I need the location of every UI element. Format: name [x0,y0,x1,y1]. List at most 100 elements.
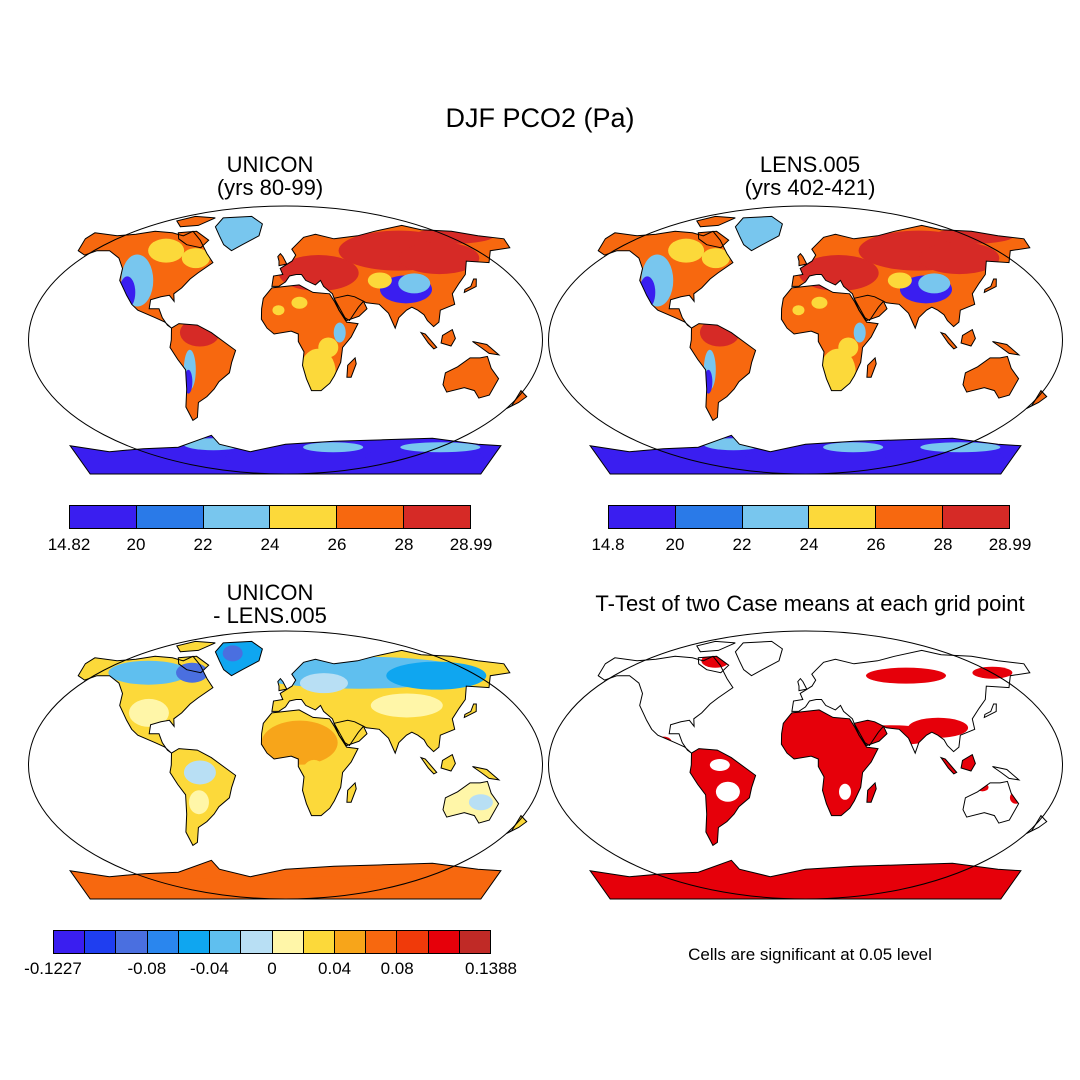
field-patch [291,296,308,309]
panel-title-lens: LENS.005 (yrs 402-421) [675,153,945,199]
colorbar-swatch [147,931,179,953]
colorbar-swatch [203,506,271,528]
coastline [696,640,736,653]
colorbar-tick-label: 14.82 [47,535,91,554]
field-patch [370,693,443,718]
coastline [597,230,734,329]
coastline [277,677,288,692]
coastline [260,284,359,392]
coastline [176,640,216,653]
land-sumatra [421,332,437,349]
field-patch [792,305,805,316]
map-border [28,205,543,475]
colorbar-swatch [116,931,148,953]
coastline [271,649,511,755]
coastline [960,753,976,772]
field-patch [119,276,136,309]
colorbar-tick-label: 20 [126,535,146,554]
field-patch [165,876,406,893]
coastline [260,709,359,817]
field-patch [853,322,866,343]
panel-title-line2: (yrs 402-421) [744,175,876,200]
land-borneo [441,754,456,771]
coastline [939,756,958,775]
colorbar-tick-label: 26 [327,535,347,554]
figure-title: DJF PCO2 (Pa) [445,103,635,133]
colorbar-swatch [241,931,273,953]
field-patch [299,673,348,694]
field-patch [364,448,485,465]
map-border [548,205,1063,475]
land-papua [472,341,499,355]
nonsignificant-area [978,796,1007,817]
field-patch [333,322,346,343]
panel-title-line2: - LENS.005 [213,603,327,628]
land-japan [464,704,477,718]
land-greenland [735,216,783,251]
field-patch [183,760,216,785]
significant-area [655,736,672,749]
coastline [853,719,888,747]
colorbar-swatch [459,931,491,953]
land-uk [277,253,287,266]
colorbar-tick-label: 24 [260,535,280,554]
colorbar-tick-label: 0.04 [318,959,352,978]
nonsignificant-area [715,781,740,802]
panel-title-line1: LENS.005 [759,152,861,177]
coastline [983,703,997,719]
lens-map [548,205,1063,475]
map-border [28,630,543,900]
colorbar-tick-label: 0 [267,959,277,978]
coastline [69,434,502,475]
coastline [983,278,997,294]
colorbar-swatch [809,506,877,528]
coastline [333,294,368,322]
coastline [177,655,210,674]
significant-area [908,717,969,738]
land-uk [797,253,807,266]
coastline [169,323,237,422]
field-patch [128,698,169,727]
coastline [440,753,456,772]
field-patch [367,272,392,289]
coastline [214,215,263,252]
colorbar-tick-label: 0.1388 [465,959,517,978]
land-greenland [735,641,783,676]
colorbar-swatch [136,506,204,528]
coastline [69,859,502,900]
coastline [346,781,357,803]
difference-colorbar [53,930,491,954]
colorbar-tick-label: 22 [193,535,213,554]
coastline [346,356,357,378]
coastline [472,766,501,781]
colorbar-tick-label: 26 [866,535,886,554]
colorbar-tick-label: -0.08 [127,959,167,978]
colorbar-tick-label: 14.8 [591,535,625,554]
difference-map [28,630,543,900]
coastline [734,215,783,252]
coastline [992,341,1021,356]
coastline [176,215,216,228]
colorbar-swatch [397,931,429,953]
field-patch [188,790,209,815]
colorbar-swatch [876,506,944,528]
coastline [463,703,477,719]
significance-note: Cells are significant at 0.05 level [688,945,932,964]
coastline [214,640,263,677]
land-madagascar [346,357,357,378]
land-sumatra [941,332,957,349]
ttest-map [548,630,1063,900]
nonsignificant-area [839,783,852,800]
panel-title-diff: UNICON - LENS.005 [135,581,405,627]
field-patch [303,442,364,453]
land-papua [992,341,1019,355]
colorbar-tick-label: 22 [732,535,752,554]
coastline [962,355,1020,399]
coastline [277,252,288,267]
colorbar-swatch [70,506,137,528]
colorbar-tick-label: -0.04 [190,959,229,978]
field-patch [745,448,866,465]
land-japan [984,704,997,718]
land-newzealand [1026,815,1047,834]
land-sumatra [941,757,957,774]
